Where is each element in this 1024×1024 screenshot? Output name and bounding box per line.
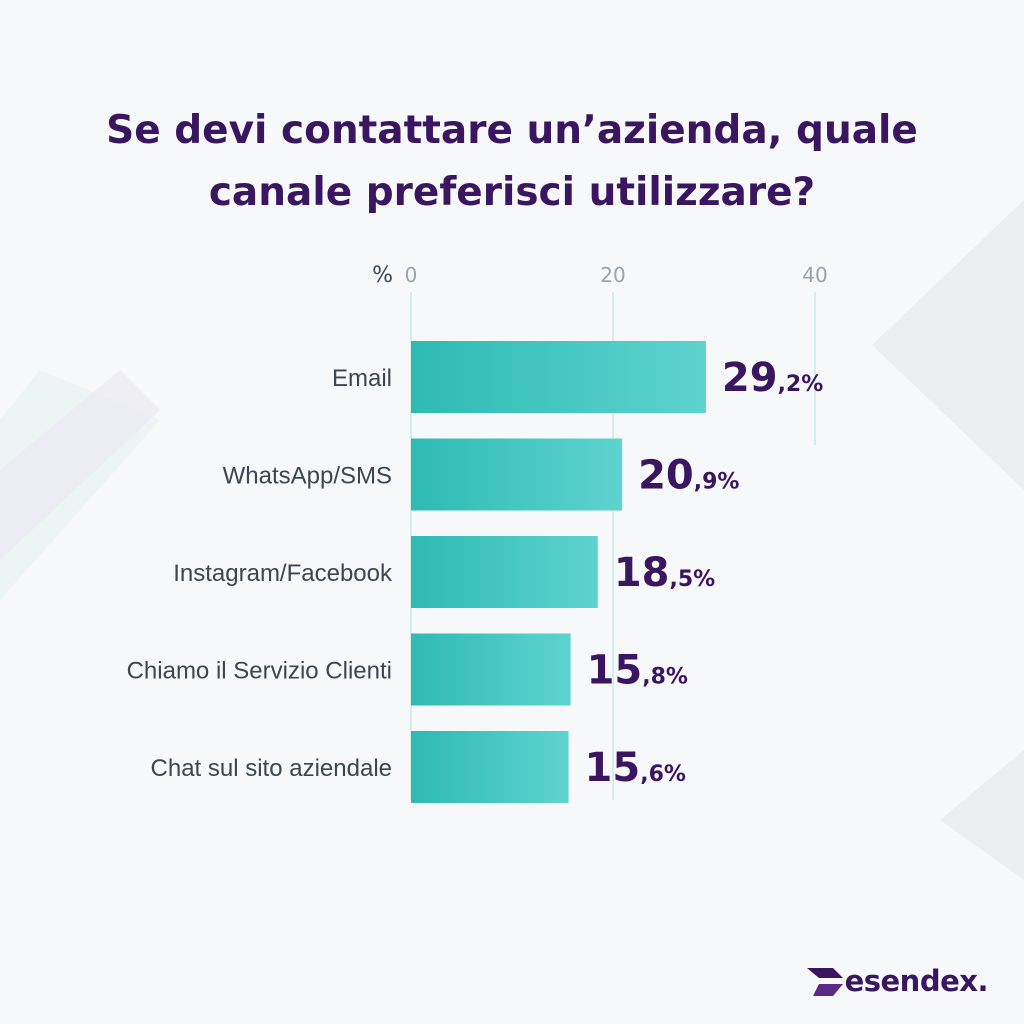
value-label: 15,6%	[585, 745, 686, 791]
bar-1	[411, 438, 623, 511]
value-label-int: 15	[587, 648, 643, 694]
value-label-int: 29	[722, 355, 778, 401]
logo-dot: .	[977, 964, 988, 998]
bar-4	[411, 731, 569, 803]
bar-3	[411, 633, 571, 706]
bar-0	[411, 341, 706, 413]
bar-2	[411, 536, 598, 608]
x-tick-label: 40	[802, 263, 827, 287]
value-label-dec: ,6%	[640, 762, 686, 787]
unit-label: %	[372, 263, 393, 288]
category-label: WhatsApp/SMS	[223, 463, 392, 490]
x-tick-label: 20	[600, 263, 625, 287]
category-label: Instagram/Facebook	[173, 560, 393, 587]
logo-text: esendex.	[844, 964, 989, 998]
value-label-dec: ,5%	[670, 567, 716, 592]
category-label: Email	[332, 365, 392, 392]
value-label: 18,5%	[614, 550, 715, 596]
logo-mark-icon	[806, 968, 843, 996]
esendex-logo: esendex.	[805, 964, 988, 998]
value-label-int: 18	[614, 550, 670, 596]
value-label: 20,9%	[638, 453, 739, 499]
chart-title: Se devi contattare un’azienda, quale can…	[106, 108, 918, 215]
value-label-int: 20	[638, 453, 694, 499]
value-label-int: 15	[585, 745, 641, 791]
x-tick-label: 0	[405, 263, 418, 287]
value-label: 15,8%	[587, 648, 688, 694]
value-label-dec: ,2%	[778, 372, 824, 397]
category-label: Chiamo il Servizio Clienti	[127, 658, 392, 685]
value-label: 29,2%	[722, 355, 823, 401]
category-label: Chat sul sito aziendale	[151, 755, 392, 782]
logo-wordmark: esendex	[844, 964, 978, 998]
value-label-dec: ,8%	[642, 665, 688, 690]
value-label-dec: ,9%	[694, 470, 740, 495]
